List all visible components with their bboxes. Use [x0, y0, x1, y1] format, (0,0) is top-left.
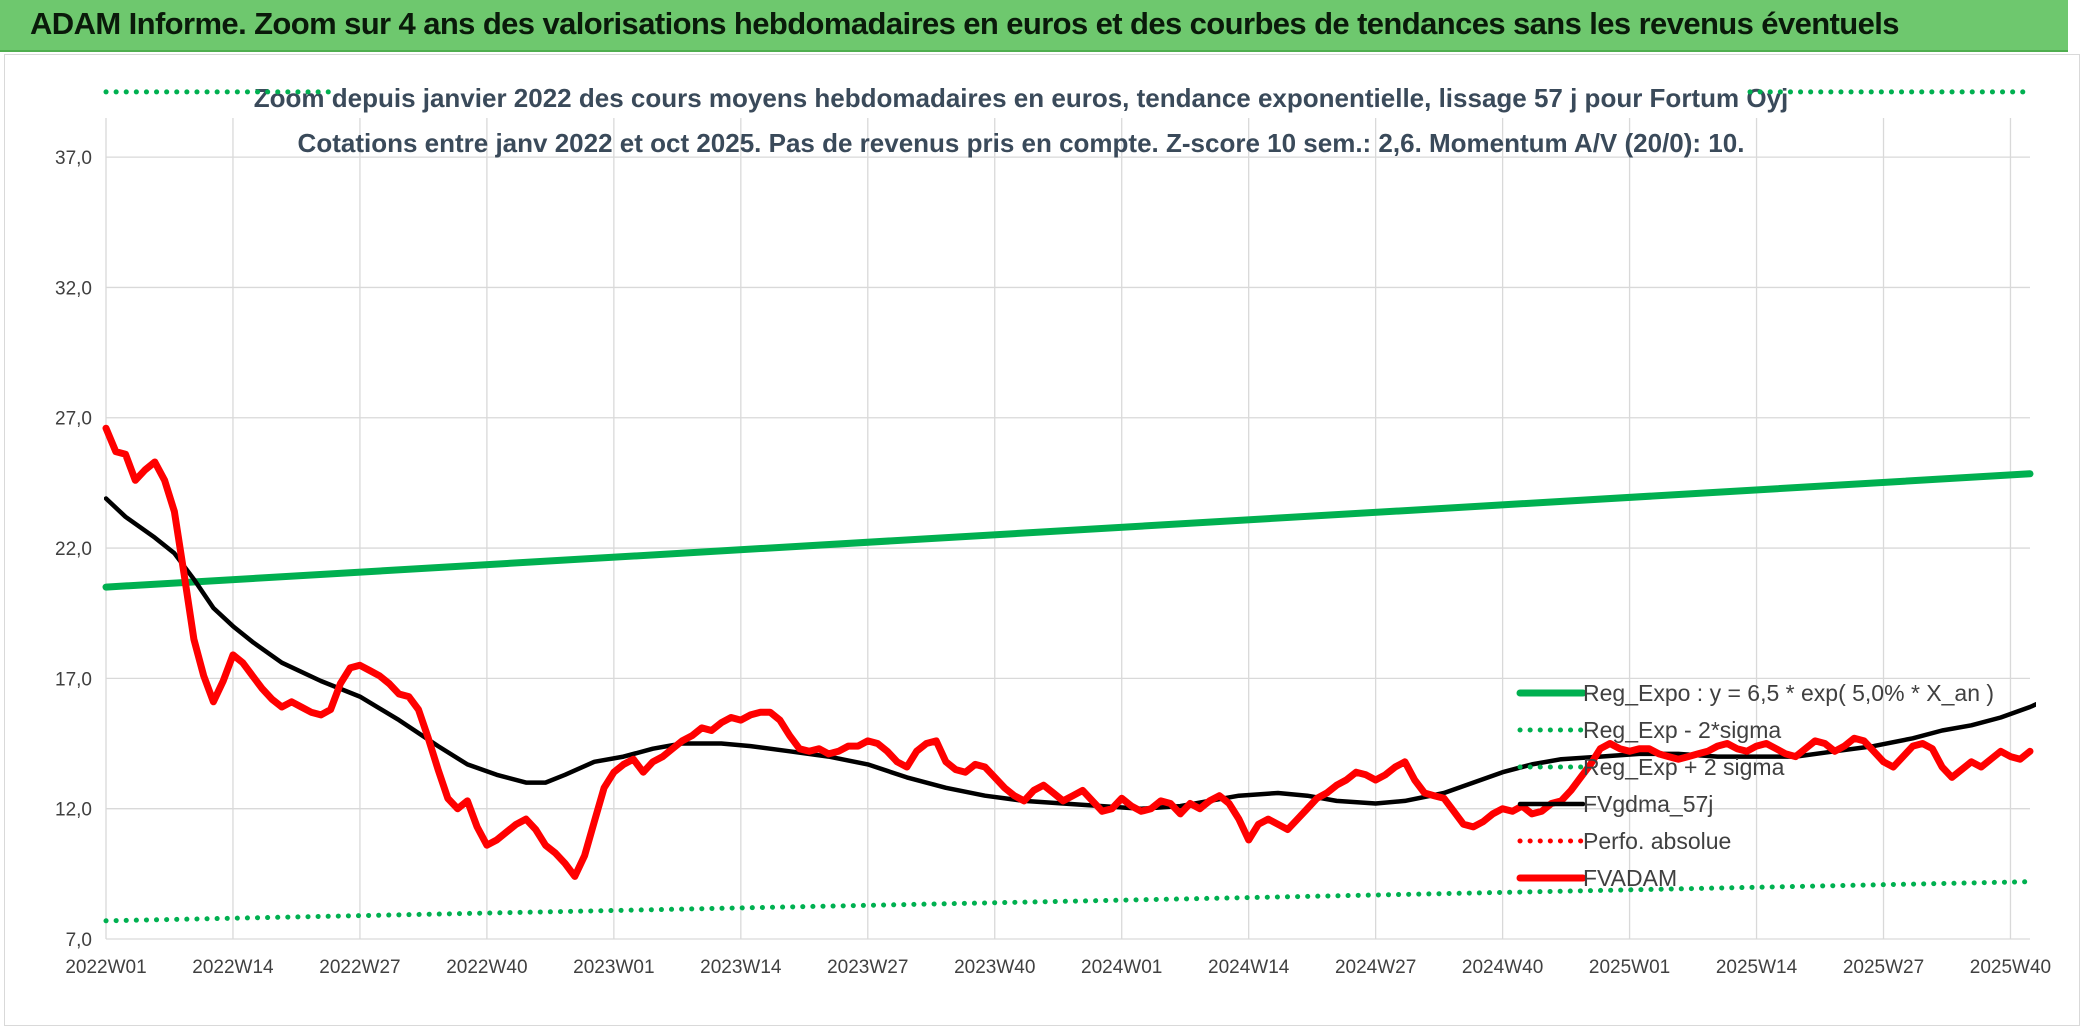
chart-subtitle: Cotations entre janv 2022 et oct 2025. P…: [298, 128, 1745, 158]
x-tick-label: 2023W40: [954, 957, 1035, 978]
x-tick-label: 2022W27: [319, 957, 400, 978]
legend-reg-exp-plus-label: Reg_Exp + 2 sigma: [1583, 754, 1785, 780]
y-tick-label: 32,0: [55, 278, 92, 299]
chart-area: 7,0 12,0 17,0 22,0 27,0 32,0 37,0 2022W01 2022W1…: [4, 54, 2080, 1026]
banner-title: ADAM Informe. Zoom sur 4 ans des valoris…: [30, 6, 1900, 41]
series-line-reg-expo: [102, 470, 2034, 591]
series-line-reg-exp-minus-2-sigma: [103, 879, 2033, 924]
chart-title: Zoom depuis janvier 2022 des cours moyen…: [254, 83, 1788, 113]
chart-svg: 7,0 12,0 17,0 22,0 27,0 32,0 37,0 2022W01 2022W1…: [55, 83, 2051, 978]
legend-reg-exp-minus-label: Reg_Exp - 2*sigma: [1583, 717, 1781, 743]
y-tick-label: 7,0: [66, 930, 92, 951]
x-tick-label: 2022W40: [446, 957, 527, 978]
x-tick-label: 2023W27: [827, 957, 908, 978]
x-tick-label: 2024W01: [1081, 957, 1162, 978]
x-tick-label: 2025W14: [1716, 957, 1798, 978]
y-tick-label: 22,0: [55, 539, 92, 560]
x-tick-label: 2025W27: [1843, 957, 1924, 978]
series-line-fvadam: [102, 424, 2034, 880]
y-tick-label: 37,0: [55, 148, 92, 169]
y-tick-label: 12,0: [55, 800, 92, 821]
legend-fvgdma-label: FVgdma_57j: [1583, 791, 1713, 817]
x-tick-label: 2025W01: [1589, 957, 1670, 978]
x-tick-label: 2022W14: [192, 957, 274, 978]
legend-fvadam-label: FVADAM: [1583, 865, 1677, 891]
y-tick-label: 27,0: [55, 409, 92, 430]
x-tick-label: 2024W14: [1208, 957, 1290, 978]
x-tick-label: 2022W01: [65, 957, 146, 978]
y-tick-label: 17,0: [55, 669, 92, 690]
x-tick-label: 2024W40: [1462, 957, 1543, 978]
legend-reg-expo-label: Reg_Expo : y = 6,5 * exp( 5,0% * X_an ): [1583, 680, 1994, 706]
x-tick-label: 2024W27: [1335, 957, 1416, 978]
legend-perfo-absolue-label: Perfo. absolue: [1583, 828, 1731, 854]
x-tick-label: 2023W14: [700, 957, 782, 978]
report-banner: ADAM Informe. Zoom sur 4 ans des valoris…: [0, 0, 2068, 52]
x-tick-label: 2025W40: [1970, 957, 2051, 978]
x-tick-label: 2023W01: [573, 957, 654, 978]
